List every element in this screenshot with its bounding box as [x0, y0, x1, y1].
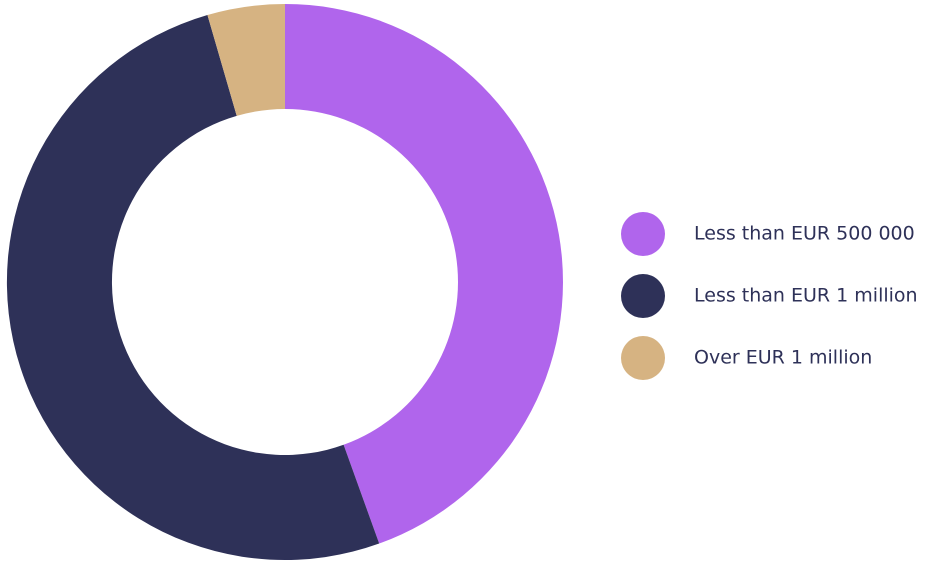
legend-label: Less than EUR 500 000 — [694, 223, 915, 245]
slice-2 — [6, 15, 380, 561]
legend-swatch — [621, 212, 665, 256]
legend-label: Less than EUR 1 million — [694, 285, 918, 307]
legend: Less than EUR 500 000 Less than EUR 1 mil… — [621, 212, 918, 380]
slice-3 — [207, 4, 285, 116]
slice-1 — [285, 4, 563, 544]
legend-item: Less than EUR 500 000 — [621, 212, 915, 256]
donut-slices — [6, 4, 563, 561]
legend-swatch — [621, 336, 665, 380]
legend-swatch — [621, 274, 665, 318]
legend-item: Over EUR 1 million — [621, 336, 872, 380]
legend-label: Over EUR 1 million — [694, 347, 872, 369]
legend-item: Less than EUR 1 million — [621, 274, 918, 318]
